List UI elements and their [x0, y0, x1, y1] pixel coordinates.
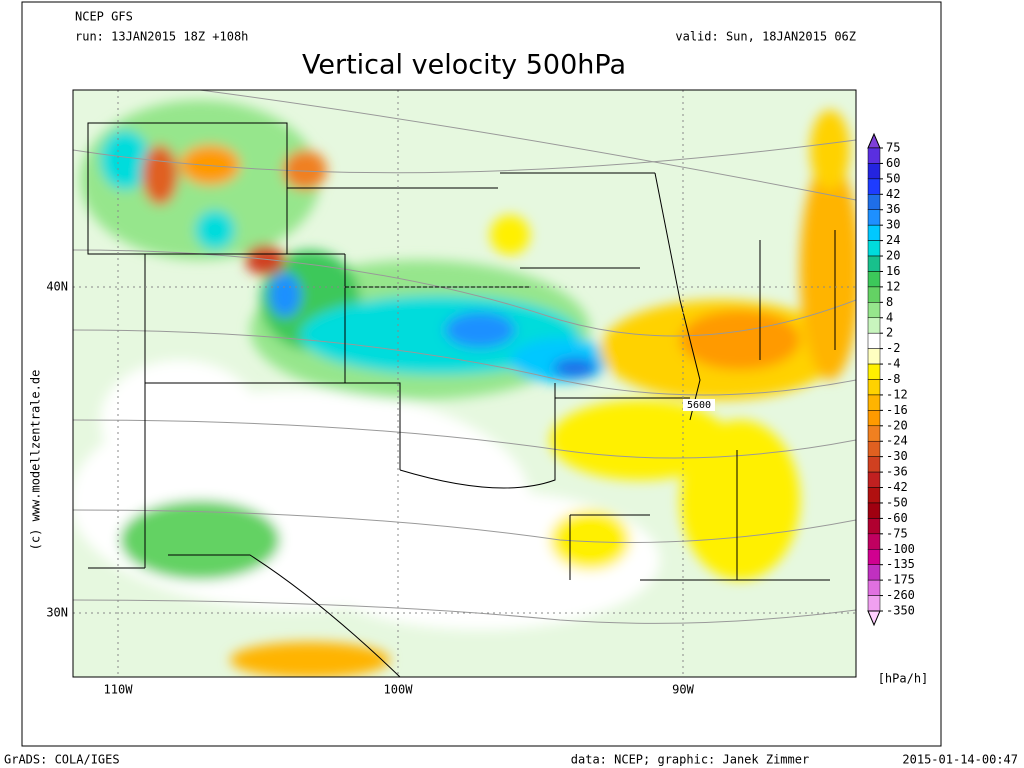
map-border: [72, 89, 857, 678]
colorbar-box: [867, 425, 881, 442]
colorbar-box: [867, 533, 881, 550]
colorbar-label: -42: [886, 480, 908, 494]
valid-label: valid: Sun, 18JAN2015 06Z: [675, 30, 856, 44]
colorbar-label: -30: [886, 449, 908, 463]
colorbar-label: -260: [886, 588, 915, 602]
state-borders: [87, 122, 836, 677]
footer-right: 2015-01-14-00:47: [902, 753, 1018, 767]
colorbar-box: [867, 286, 881, 303]
colorbar-label: -12: [886, 387, 908, 401]
chart-title: Vertical velocity 500hPa: [302, 50, 626, 81]
colorbar-box: [867, 564, 881, 581]
colorbar-box: [867, 595, 881, 612]
legend-unit: [hPa/h]: [878, 672, 929, 686]
colorbar-box: [867, 317, 881, 334]
colorbar-label: -175: [886, 573, 915, 587]
colorbar-label: 36: [886, 202, 900, 216]
colorbar-box: [867, 410, 881, 427]
lat-label: 40N: [46, 280, 68, 294]
colorbar-label: -60: [886, 511, 908, 525]
colorbar-box: [867, 178, 881, 195]
colorbar-label: 50: [886, 171, 900, 185]
colorbar-label: -20: [886, 418, 908, 432]
colorbar-label: 16: [886, 264, 900, 278]
colorbar-box: [867, 255, 881, 272]
colorbar-label: 4: [886, 310, 893, 324]
colorbar-box: [867, 440, 881, 457]
colorbar-label: -4: [886, 357, 900, 371]
colorbar-box: [867, 456, 881, 473]
colorbar-label: -75: [886, 526, 908, 540]
colorbar-arrow: [867, 132, 881, 149]
colorbar-box: [867, 471, 881, 488]
contour-label: 5600: [687, 400, 711, 411]
colorbar-label: 24: [886, 233, 900, 247]
run-label: run: 13JAN2015 18Z +108h: [75, 30, 248, 44]
colorbar-label: 2: [886, 326, 893, 340]
contour-label-box: [683, 399, 715, 411]
colorbar-box: [867, 332, 881, 349]
height-contours: [73, 90, 856, 624]
colorbar-box: [867, 348, 881, 365]
colorbar-box: [867, 163, 881, 180]
colorbar-box: [867, 194, 881, 210]
side-credit: (c) www.modellzentrale.de: [29, 370, 43, 551]
colorbar-label: 20: [886, 249, 900, 263]
model-label: NCEP GFS: [75, 10, 133, 24]
colorbar-label: 60: [886, 156, 900, 170]
colorbar-box: [867, 363, 881, 380]
colorbar-label: -36: [886, 465, 908, 479]
colorbar-box: [867, 209, 881, 226]
colorbar-box: [867, 579, 881, 596]
colorbar-label: 8: [886, 295, 893, 309]
colorbar: 75605042363024201612842-2-4-8-12-16-20-2…: [867, 132, 915, 627]
frame: [21, 1, 942, 747]
lon-label: 100W: [384, 683, 414, 697]
colorbar-box: [867, 302, 881, 319]
colorbar-box: [867, 394, 881, 411]
colorbar-box: [867, 240, 881, 257]
colorbar-label: -8: [886, 372, 900, 386]
colorbar-label: -24: [886, 434, 908, 448]
colorbar-label: 12: [886, 279, 900, 293]
colorbar-box: [867, 379, 881, 396]
colorbar-label: -350: [886, 604, 915, 618]
colorbar-box: [867, 487, 881, 504]
footer-center: data: NCEP; graphic: Janek Zimmer: [571, 753, 809, 767]
footer-left: GrADS: COLA/IGES: [4, 753, 120, 767]
colorbar-label: -2: [886, 341, 900, 355]
map-field: 5600: [73, 90, 856, 677]
colorbar-box: [867, 271, 881, 288]
colorbar-arrow: [867, 610, 881, 627]
colorbar-label: -16: [886, 403, 908, 417]
colorbar-label: 42: [886, 187, 900, 201]
colorbar-box: [867, 549, 881, 565]
colorbar-box: [867, 147, 881, 164]
colorbar-label: -135: [886, 557, 915, 571]
colorbar-box: [867, 502, 881, 519]
colorbar-label: -100: [886, 542, 915, 556]
colorbar-box: [867, 518, 881, 535]
lon-label: 110W: [104, 683, 134, 697]
colorbar-label: -50: [886, 495, 908, 509]
graticule: [73, 90, 856, 677]
colorbar-label: 30: [886, 218, 900, 232]
lon-label: 90W: [672, 683, 694, 697]
colorbar-label: 75: [886, 141, 900, 155]
lat-label: 30N: [46, 606, 68, 620]
colorbar-box: [867, 224, 881, 241]
